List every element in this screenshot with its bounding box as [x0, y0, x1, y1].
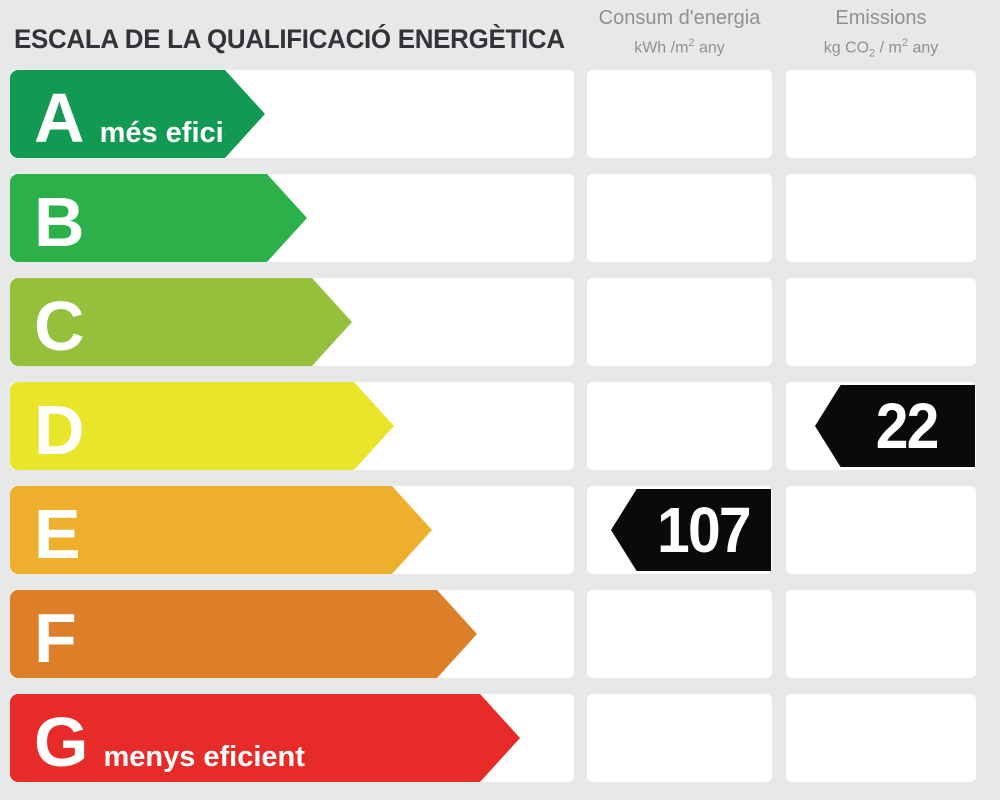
consum-column-unit: kWh /m2 any [587, 37, 772, 57]
page-title: ESCALA DE LA QUALIFICACIÓ ENERGÈTICA [14, 24, 565, 54]
emissions-cell-e [786, 486, 976, 574]
rating-letter-g: G [34, 703, 89, 781]
emissions-unit-exponent: 2 [901, 37, 908, 49]
rating-bar-c: C [10, 278, 352, 366]
emissions-unit-b: / m [875, 39, 902, 57]
rating-row-e: E 107 [0, 486, 1000, 574]
consum-column-title: Consum d'energia [598, 7, 761, 29]
bar-track-e: E [10, 486, 574, 574]
bar-track-b: B [10, 174, 574, 262]
consum-cell-g [587, 694, 772, 782]
emissions-cell-b [786, 174, 976, 262]
consum-cell-b [587, 174, 772, 262]
consum-cell-e: 107 [587, 486, 772, 574]
emissions-cell-c [786, 278, 976, 366]
emissions-value-badge: 22 [815, 385, 975, 467]
rating-letter-f: F [34, 599, 77, 677]
consum-unit-tail: any [694, 39, 725, 57]
rating-row-c: C [0, 278, 1000, 366]
rating-row-d: D 22 [0, 382, 1000, 470]
rating-letter-d: D [34, 391, 85, 469]
least-efficient-label: menys eficient [103, 741, 305, 773]
consum-cell-d [587, 382, 772, 470]
emissions-column-unit: kg CO2 / m2 any [786, 37, 976, 60]
rating-row-f: F [0, 590, 1000, 678]
rating-letter-c: C [34, 287, 85, 365]
emissions-value: 22 [876, 390, 940, 462]
bar-track-g: G menys eficient [10, 694, 574, 782]
rating-letter-e: E [34, 495, 81, 573]
emissions-unit-subscript: 2 [869, 47, 876, 60]
rating-bar-g: G menys eficient [10, 694, 520, 782]
emissions-unit-a: kg CO [823, 39, 870, 57]
emissions-cell-f [786, 590, 976, 678]
emissions-column-header: Emissions kg CO2 / m2 any [786, 6, 976, 60]
consum-cell-c [587, 278, 772, 366]
most-efficient-label: més eficient [99, 117, 268, 149]
rating-bar-f: F [10, 590, 477, 678]
consum-cell-f [587, 590, 772, 678]
emissions-column-title: Emissions [835, 7, 927, 29]
emissions-cell-g [786, 694, 976, 782]
rating-bar-b: B [10, 174, 307, 262]
consum-value-badge: 107 [611, 489, 771, 571]
rating-bar-e: E [10, 486, 432, 574]
bar-track-c: C [10, 278, 574, 366]
bar-track-a: A més eficient [10, 70, 574, 158]
rating-bar-a: A més eficient [10, 70, 267, 158]
consum-value: 107 [656, 494, 752, 566]
rating-letter-b: B [34, 183, 85, 261]
rating-letter-a: A [34, 79, 85, 157]
bar-track-f: F [10, 590, 574, 678]
rating-row-b: B [0, 174, 1000, 262]
consum-unit-main: kWh /m [634, 39, 689, 57]
consum-cell-a [587, 70, 772, 158]
bar-track-d: D [10, 382, 574, 470]
emissions-cell-a [786, 70, 976, 158]
emissions-unit-tail: any [908, 39, 939, 57]
rating-bar-d: D [10, 382, 394, 470]
rating-row-g: G menys eficient [0, 694, 1000, 782]
consum-unit-exponent: 2 [688, 37, 695, 49]
rating-row-a: A més eficient [0, 70, 1000, 158]
emissions-cell-d: 22 [786, 382, 976, 470]
consum-column-header: Consum d'energia kWh /m2 any [587, 6, 772, 57]
